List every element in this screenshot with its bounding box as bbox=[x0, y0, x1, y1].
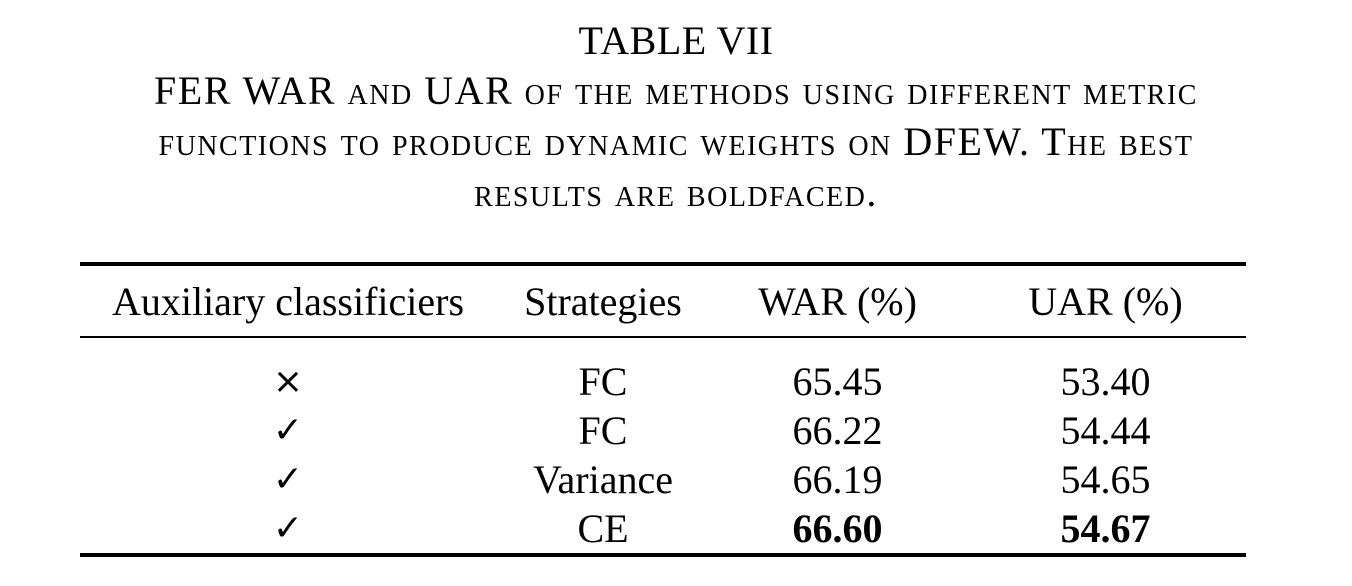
table-caption: TABLE VII FER WAR and UAR of the methods… bbox=[0, 18, 1352, 217]
caption-line-2: functions to produce dynamic weights on … bbox=[158, 119, 1194, 164]
header-uar: UAR (%) bbox=[1028, 278, 1183, 324]
strategy-cell: FC bbox=[578, 359, 628, 404]
check-mark-icon: ✓ bbox=[272, 410, 304, 451]
strategy-cell: FC bbox=[578, 408, 628, 453]
war-cell: 65.45 bbox=[792, 359, 883, 404]
header-row: Auxiliary classificiers Strategies WAR (… bbox=[80, 264, 1246, 337]
results-table-container: Auxiliary classificiers Strategies WAR (… bbox=[80, 262, 1246, 557]
uar-cell: 54.44 bbox=[1060, 408, 1151, 453]
war-cell-best: 66.60 bbox=[792, 506, 883, 551]
table-row: × FC 65.45 53.40 bbox=[80, 337, 1246, 406]
results-table: Auxiliary classificiers Strategies WAR (… bbox=[80, 262, 1246, 557]
header-war: WAR (%) bbox=[758, 278, 917, 324]
table-row: ✓ FC 66.22 54.44 bbox=[80, 406, 1246, 455]
check-mark-icon: ✓ bbox=[272, 508, 304, 549]
uar-cell: 53.40 bbox=[1060, 359, 1151, 404]
check-mark-icon: ✓ bbox=[272, 459, 304, 500]
war-cell: 66.19 bbox=[792, 457, 883, 502]
table-row: ✓ Variance 66.19 54.65 bbox=[80, 455, 1246, 504]
header-strategies: Strategies bbox=[524, 278, 682, 324]
cross-mark-icon: × bbox=[272, 361, 304, 402]
uar-cell: 54.65 bbox=[1060, 457, 1151, 502]
uar-cell-best: 54.67 bbox=[1060, 506, 1151, 551]
strategy-cell: Variance bbox=[533, 457, 673, 502]
header-auxiliary-classifiers: Auxiliary classificiers bbox=[111, 278, 465, 324]
table-row-best: ✓ CE 66.60 54.67 bbox=[80, 504, 1246, 555]
strategy-cell: CE bbox=[577, 506, 629, 551]
caption-line-3: results are boldfaced. bbox=[474, 170, 878, 215]
table-number: TABLE VII bbox=[578, 18, 774, 63]
war-cell: 66.22 bbox=[792, 408, 883, 453]
caption-line-1: FER WAR and UAR of the methods using dif… bbox=[154, 68, 1198, 113]
